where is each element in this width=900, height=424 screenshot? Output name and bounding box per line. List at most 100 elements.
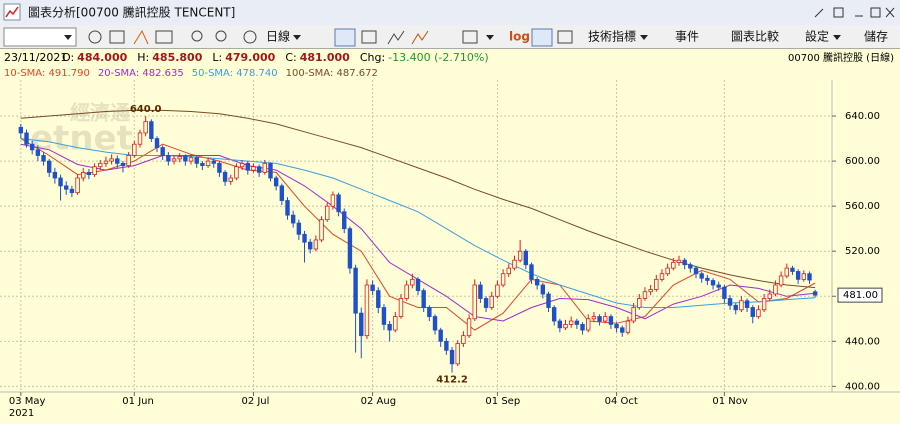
zoom-box[interactable]: [109, 30, 125, 44]
dropdown-arrow: [293, 35, 301, 40]
candle-body: [347, 228, 353, 269]
close-button[interactable]: [885, 7, 895, 18]
fib-tool[interactable]: [133, 29, 149, 45]
candle-body: [81, 171, 86, 179]
candle-body: [171, 158, 177, 162]
candle-body: [98, 162, 103, 168]
candle-body: [495, 284, 500, 297]
candle-body: [109, 158, 114, 162]
annotation: 412.2: [436, 375, 468, 386]
candle-body: [688, 264, 693, 269]
zoom-in[interactable]: [191, 30, 203, 42]
detach-icon[interactable]: [833, 7, 844, 18]
candle-body: [381, 307, 387, 325]
tool-icons[interactable]: [88, 28, 573, 47]
x-tick-label: 04 Oct: [605, 396, 638, 407]
candle-body: [693, 267, 699, 275]
grid-icon[interactable]: [462, 30, 478, 44]
candle-body: [506, 267, 511, 275]
candle-body: [194, 157, 199, 164]
info-value: 481.000: [300, 51, 350, 64]
candle-body: [132, 143, 137, 156]
compare-button[interactable]: 圖表比較: [731, 29, 779, 44]
candle-body: [52, 171, 58, 179]
candle-body: [790, 267, 795, 272]
candle-body: [807, 273, 812, 281]
save-button[interactable]: 儲存: [864, 30, 888, 44]
candle-body: [228, 177, 233, 182]
events-button[interactable]: 事件: [675, 30, 699, 44]
candle-body: [795, 271, 801, 280]
candle-body: [580, 324, 585, 331]
candle-body: [733, 304, 738, 311]
dropdown-arrow: [833, 35, 841, 40]
toolbar: [0, 25, 900, 48]
candle-body: [18, 126, 24, 134]
info-date: 23/11/2021: [4, 51, 67, 64]
candle-body: [676, 259, 682, 263]
candle-mode[interactable]: [334, 28, 356, 47]
x-tick-label: 01 Jun: [122, 396, 154, 407]
candle-body: [739, 300, 744, 311]
candle-body: [273, 177, 279, 187]
candle-body: [211, 160, 216, 164]
indicators-button[interactable]: 技術指標: [588, 29, 636, 44]
area-mode[interactable]: [411, 30, 429, 45]
candle-body: [421, 290, 426, 308]
candle-body: [41, 155, 46, 162]
info-items: O: 484.000 H: 485.800 L: 479.000 C: 481.000 Chg:…: [62, 51, 489, 64]
period-icon[interactable]: [243, 30, 257, 44]
period-button[interactable]: 日線: [266, 29, 290, 44]
candle-body: [398, 298, 404, 317]
info-label: C:: [285, 51, 296, 64]
export-icon[interactable]: [557, 30, 573, 44]
symbol-input[interactable]: [3, 27, 77, 47]
symbol-label: 00700 騰訊控股 (日線): [788, 51, 894, 64]
info-label: H:: [137, 51, 149, 64]
candle-body: [466, 318, 472, 337]
settings-button[interactable]: 設定: [805, 29, 829, 44]
candle-body: [478, 284, 483, 299]
y-tick-label: 520.00: [845, 246, 880, 257]
candle-body: [756, 309, 761, 317]
candle-body: [290, 214, 296, 224]
maximize-button[interactable]: [870, 7, 881, 18]
candle-body: [546, 293, 551, 308]
candle-body: [608, 316, 614, 325]
candle-body: [597, 316, 602, 322]
candle-body: [631, 307, 636, 322]
ohlc-mode[interactable]: [361, 30, 377, 44]
legend-entry: 20-SMA: 482.635: [98, 68, 184, 79]
candle-body: [727, 298, 733, 306]
candle-body: [551, 307, 557, 322]
price-tag: [837, 287, 883, 303]
candle-body: [166, 155, 171, 162]
bars-tool[interactable]: [155, 30, 173, 44]
window-controls[interactable]: [814, 7, 895, 18]
candle-body: [296, 222, 302, 235]
price-tag-label: 481.00: [843, 290, 878, 301]
x-tick-label: 02 Aug: [361, 396, 396, 407]
legend-entry: 100-SMA: 487.672: [286, 68, 378, 79]
candle-body: [330, 194, 336, 207]
candle-body: [438, 329, 443, 342]
candle-body: [534, 278, 540, 286]
overlay-mode[interactable]: [531, 28, 553, 47]
candle-body: [523, 250, 529, 266]
log-button[interactable]: log: [509, 30, 530, 44]
change-label: Chg:: [360, 51, 385, 64]
candle-body: [245, 162, 250, 171]
hand-tool[interactable]: [88, 30, 102, 44]
candle-body: [784, 267, 789, 277]
candle-body: [103, 160, 109, 164]
zoom-out[interactable]: [215, 30, 227, 42]
legend-entry: 10-SMA: 491.790: [4, 68, 90, 79]
candle-body: [710, 280, 716, 286]
annotation: 640.0: [130, 104, 162, 115]
candle-body: [268, 162, 273, 179]
edit-icon[interactable]: [814, 8, 824, 18]
candle-body: [279, 185, 285, 201]
candle-body: [285, 200, 290, 216]
line-mode[interactable]: [387, 30, 405, 45]
